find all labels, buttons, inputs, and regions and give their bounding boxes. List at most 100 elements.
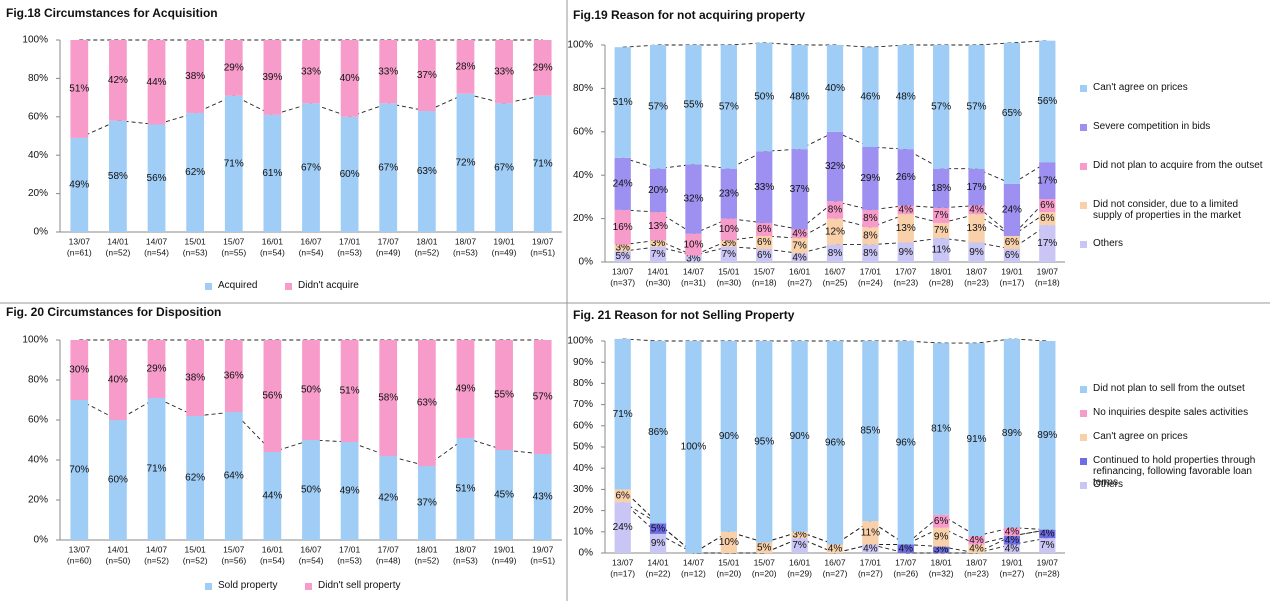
value-label: 64% — [224, 471, 244, 482]
value-label: 36% — [224, 371, 244, 382]
value-label: 51% — [340, 386, 360, 397]
value-label: 51% — [69, 84, 89, 95]
x-tick-label: 17/01 — [860, 266, 882, 276]
x-tick-label: 19/01 — [493, 544, 515, 554]
x-tick-label: 14/07 — [683, 557, 705, 567]
value-label: 70% — [69, 465, 89, 476]
x-tick-label: 15/01 — [718, 266, 740, 276]
bar-segment — [340, 40, 359, 117]
chart-title: Fig.19 Reason for not acquiring property — [573, 8, 805, 22]
value-label: 33% — [754, 182, 774, 193]
value-label: 46% — [860, 92, 880, 103]
value-label: 6% — [757, 224, 772, 235]
bar-segment — [791, 45, 808, 150]
value-label: 10% — [683, 239, 703, 250]
value-label: 3% — [722, 238, 737, 249]
value-label: 86% — [648, 427, 668, 438]
legend-label: Continued to hold properties through ref… — [1093, 455, 1256, 488]
legend-swatch — [1080, 163, 1087, 170]
bar-segment — [614, 251, 631, 262]
chart-title: Fig.18 Circumstances for Acquisition — [6, 6, 218, 20]
legend-swatch — [1080, 241, 1087, 248]
bar-segment — [495, 40, 513, 104]
value-label: 49% — [455, 384, 475, 395]
value-label: 29% — [224, 62, 244, 73]
x-tick-sublabel: (n=53) — [453, 247, 478, 257]
value-label: 44% — [262, 491, 282, 502]
x-tick-sublabel: (n=23) — [964, 568, 989, 578]
value-label: 58% — [108, 171, 128, 182]
bar-segment — [1003, 338, 1021, 528]
value-label: 7% — [792, 240, 807, 251]
value-label: 6% — [934, 516, 949, 527]
legend-item: Acquired — [205, 280, 257, 291]
bar-segment — [302, 340, 320, 440]
bar-segment — [826, 45, 844, 132]
value-label: 44% — [147, 77, 167, 88]
value-label: 100% — [681, 442, 707, 453]
value-label: 62% — [185, 473, 205, 484]
bar-segment — [533, 454, 552, 540]
value-label: 17% — [967, 182, 987, 193]
bar-segment — [933, 207, 950, 223]
value-label: 33% — [494, 66, 514, 77]
value-label: 96% — [825, 437, 845, 448]
value-label: 9% — [934, 532, 949, 543]
y-tick-label: 60% — [573, 126, 593, 137]
x-tick-sublabel: (n=53) — [337, 555, 362, 565]
bar-segment — [417, 466, 436, 540]
bar-segment — [1003, 183, 1021, 236]
bar-segment — [720, 341, 737, 532]
bar-segment — [109, 120, 127, 232]
value-label: 3% — [934, 544, 949, 555]
x-tick-label: 18/01 — [416, 544, 438, 554]
legend-label: Others — [1093, 479, 1124, 490]
legend-item: Severe competition in bids — [1080, 121, 1265, 132]
value-label: 12% — [825, 226, 845, 237]
x-tick-label: 14/07 — [146, 544, 168, 554]
x-tick-label: 14/01 — [647, 266, 669, 276]
bar-segment — [756, 341, 773, 543]
bar-segment — [1039, 538, 1056, 553]
x-tick-label: 17/07 — [378, 544, 400, 554]
x-tick-label: 14/07 — [683, 266, 705, 276]
value-label: 4% — [1040, 529, 1055, 540]
x-tick-label: 18/01 — [931, 557, 953, 567]
x-tick-sublabel: (n=52) — [414, 555, 439, 565]
bar-segment — [186, 416, 205, 540]
legend-swatch — [305, 583, 312, 590]
x-tick-sublabel: (n=24) — [858, 277, 883, 287]
value-label: 56% — [147, 173, 167, 184]
x-tick-sublabel: (n=30) — [646, 277, 671, 287]
bar-segment — [147, 124, 166, 232]
x-tick-sublabel: (n=53) — [183, 247, 208, 257]
x-tick-label: 18/07 — [455, 544, 477, 554]
bar-segment — [533, 95, 552, 233]
x-tick-sublabel: (n=54) — [299, 247, 324, 257]
y-tick-label: 0% — [579, 257, 594, 268]
bar-segment — [720, 168, 737, 219]
bar-segment — [302, 103, 320, 232]
bar-segment — [1039, 341, 1056, 530]
value-label: 7% — [651, 249, 666, 260]
value-label: 57% — [719, 101, 739, 112]
bar-segment — [456, 40, 475, 94]
bar-segment — [826, 341, 844, 545]
value-label: 45% — [494, 490, 514, 501]
legend-label: Sold property — [218, 580, 278, 591]
value-label: 33% — [301, 66, 321, 77]
x-tick-sublabel: (n=18) — [1035, 277, 1060, 287]
bar-segment — [720, 218, 737, 241]
x-tick-sublabel: (n=18) — [752, 277, 777, 287]
x-tick-sublabel: (n=22) — [646, 568, 671, 578]
x-tick-label: 15/07 — [754, 557, 776, 567]
bar-segment — [826, 201, 844, 219]
y-tick-label: 60% — [28, 111, 48, 122]
x-tick-sublabel: (n=25) — [823, 277, 848, 287]
legend-label: Did not consider, due to a limited suppl… — [1093, 199, 1241, 221]
bar-segment — [340, 340, 359, 442]
value-label: 38% — [185, 71, 205, 82]
value-label: 62% — [185, 167, 205, 178]
x-tick-label: 19/07 — [1037, 266, 1059, 276]
